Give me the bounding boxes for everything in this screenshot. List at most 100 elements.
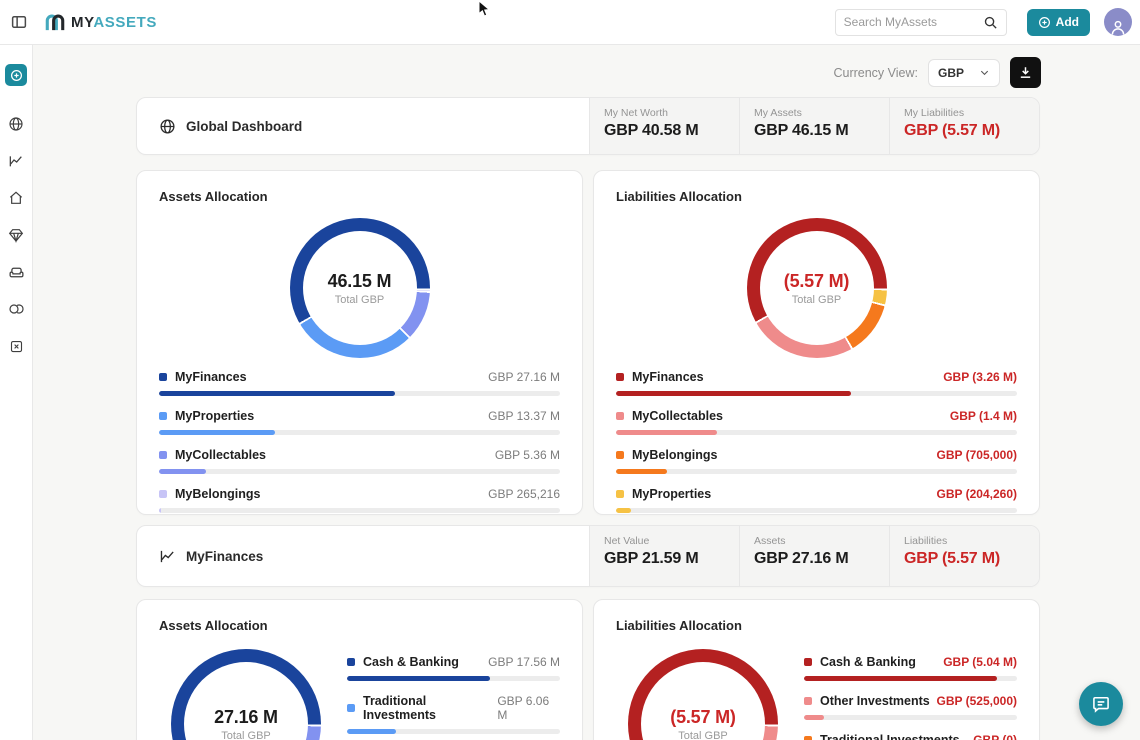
finances-assets-legend: Cash & Banking GBP 17.56 M Traditional In… bbox=[335, 633, 562, 740]
myfinances-card: MyFinances Net Value GBP 21.59 M Assets … bbox=[136, 525, 1040, 587]
legend-bar bbox=[347, 729, 560, 734]
stat-net-worth: My Net Worth GBP 40.58 M bbox=[589, 98, 739, 154]
globe-icon[interactable] bbox=[5, 113, 27, 135]
legend-chip bbox=[347, 658, 355, 666]
currency-view-label: Currency View: bbox=[833, 65, 918, 80]
legend-chip bbox=[347, 704, 355, 712]
legend-row: MyFinances GBP (3.26 M) bbox=[616, 370, 1017, 396]
x-square-icon[interactable] bbox=[5, 335, 27, 357]
legend-bar bbox=[159, 430, 560, 435]
liabilities-allocation-donut: (5.57 M) Total GBP bbox=[746, 218, 887, 358]
legend-bar bbox=[804, 676, 1017, 681]
section-title: Global Dashboard bbox=[186, 118, 303, 134]
legend-chip bbox=[616, 412, 624, 420]
plus-circle-icon bbox=[10, 69, 22, 81]
stat-liabilities: My Liabilities GBP (5.57 M) bbox=[889, 98, 1039, 154]
legend-row: Cash & Banking GBP (5.04 M) bbox=[804, 655, 1017, 681]
legend-chip bbox=[159, 373, 167, 381]
search-input[interactable] bbox=[843, 15, 983, 29]
legend-row: MyProperties GBP (204,260) bbox=[616, 487, 1017, 513]
finances-liabilities-legend: Cash & Banking GBP (5.04 M) Other Investm… bbox=[792, 633, 1019, 740]
donut-total-label: Total GBP bbox=[221, 729, 271, 740]
legend-chip bbox=[616, 373, 624, 381]
globe-icon bbox=[160, 118, 175, 134]
logo-m-icon bbox=[45, 14, 65, 31]
legend-chip bbox=[804, 697, 812, 705]
legend-row: Traditional Investments GBP (0) bbox=[804, 733, 1017, 740]
currency-select-value: GBP bbox=[938, 65, 965, 80]
chat-bubble-icon bbox=[1093, 696, 1109, 713]
stat-assets: Assets GBP 27.16 M bbox=[739, 526, 889, 586]
global-dashboard-card: Global Dashboard My Net Worth GBP 40.58 … bbox=[136, 97, 1040, 155]
currency-toolbar: Currency View: GBP bbox=[33, 45, 1140, 88]
finances-liabilities-allocation-card: Liabilities Allocation (5.57 M) Total GB… bbox=[593, 599, 1040, 740]
coins-icon[interactable] bbox=[5, 298, 27, 320]
legend-bar bbox=[159, 508, 560, 513]
card-title: Liabilities Allocation bbox=[616, 618, 742, 633]
legend-chip bbox=[159, 412, 167, 420]
legend-chip bbox=[159, 451, 167, 459]
download-button[interactable] bbox=[1010, 57, 1041, 88]
donut-total-value: (5.57 M) bbox=[783, 270, 850, 291]
legend-row: Cash & Banking GBP 17.56 M bbox=[347, 655, 560, 681]
home-icon[interactable] bbox=[5, 187, 27, 209]
legend-bar bbox=[804, 715, 1017, 720]
liabilities-allocation-card: Liabilities Allocation (5.57 M) Total GB… bbox=[593, 170, 1040, 515]
sidebar-add-button[interactable] bbox=[5, 64, 27, 86]
legend-bar bbox=[616, 508, 1017, 513]
legend-bar bbox=[159, 391, 560, 396]
legend-chip bbox=[159, 490, 167, 498]
legend-chip bbox=[804, 658, 812, 666]
currency-select[interactable]: GBP bbox=[928, 58, 1000, 87]
user-avatar[interactable] bbox=[1104, 8, 1132, 36]
diamond-icon[interactable] bbox=[5, 224, 27, 246]
card-title: Assets Allocation bbox=[159, 189, 268, 204]
add-button[interactable]: Add bbox=[1026, 8, 1090, 36]
finances-liabilities-donut: (5.57 M) Total GBP bbox=[628, 649, 778, 740]
plus-circle-icon bbox=[1038, 16, 1050, 28]
assets-legend: MyFinances GBP 27.16 M MyProperties GBP 13… bbox=[137, 358, 582, 513]
legend-row: MyCollectables GBP 5.36 M bbox=[159, 448, 560, 474]
chat-button[interactable] bbox=[1079, 682, 1123, 726]
add-button-label: Add bbox=[1055, 15, 1079, 29]
stat-liabilities: Liabilities GBP (5.57 M) bbox=[889, 526, 1039, 586]
search-icon bbox=[984, 16, 997, 29]
legend-bar bbox=[616, 469, 1017, 474]
logo-text: MYASSETS bbox=[71, 13, 157, 31]
liabilities-legend: MyFinances GBP (3.26 M) MyCollectables GBP… bbox=[594, 358, 1039, 513]
assets-allocation-card: Assets Allocation 46.15 M Total GBP MyFi… bbox=[136, 170, 583, 515]
legend-row: Traditional Investments GBP 6.06 M bbox=[347, 694, 560, 734]
legend-chip bbox=[616, 451, 624, 459]
stat-assets: My Assets GBP 46.15 M bbox=[739, 98, 889, 154]
donut-total-label: Total GBP bbox=[791, 293, 842, 306]
finances-assets-donut: 27.16 M Total GBP bbox=[171, 649, 321, 740]
sofa-icon[interactable] bbox=[5, 261, 27, 283]
section-title: MyFinances bbox=[186, 548, 264, 564]
legend-row: Other Investments GBP (525,000) bbox=[804, 694, 1017, 720]
legend-chip bbox=[804, 736, 812, 740]
legend-bar bbox=[347, 676, 560, 681]
main-content: Currency View: GBP Global Dashboard My N… bbox=[33, 45, 1140, 740]
card-title: Assets Allocation bbox=[159, 618, 268, 633]
global-search[interactable] bbox=[834, 8, 1007, 36]
chevron-down-icon bbox=[980, 70, 989, 76]
finances-assets-allocation-card: Assets Allocation 27.16 M Total GBP Cash… bbox=[136, 599, 583, 740]
legend-row: MyBelongings GBP (705,000) bbox=[616, 448, 1017, 474]
line-chart-icon[interactable] bbox=[5, 150, 27, 172]
donut-total-value: 27.16 M bbox=[214, 706, 278, 727]
myassets-logo[interactable]: MYASSETS bbox=[44, 12, 157, 32]
legend-chip bbox=[616, 490, 624, 498]
line-chart-icon bbox=[160, 550, 174, 562]
app-header: MYASSETS Add bbox=[0, 0, 1140, 45]
legend-bar bbox=[159, 469, 560, 474]
person-icon bbox=[1111, 20, 1125, 35]
left-sidebar bbox=[0, 45, 33, 740]
donut-total-label: Total GBP bbox=[678, 729, 728, 740]
card-title: Liabilities Allocation bbox=[616, 189, 742, 204]
donut-total-value: (5.57 M) bbox=[670, 706, 736, 727]
assets-allocation-donut: 46.15 M Total GBP bbox=[289, 218, 430, 358]
legend-row: MyBelongings GBP 265,216 bbox=[159, 487, 560, 513]
legend-row: MyFinances GBP 27.16 M bbox=[159, 370, 560, 396]
sidebar-toggle-icon[interactable] bbox=[8, 11, 30, 33]
legend-row: MyProperties GBP 13.37 M bbox=[159, 409, 560, 435]
